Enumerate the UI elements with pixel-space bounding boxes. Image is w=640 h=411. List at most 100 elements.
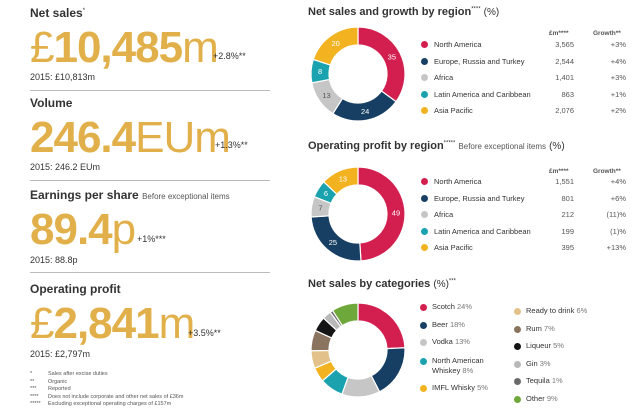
legend-value-growth: (1)% — [610, 226, 626, 236]
legend-value-gbp: 3,565 — [555, 40, 574, 49]
legend-label: Tequila 1% — [526, 376, 563, 385]
legend-value-growth: +6% — [610, 193, 626, 203]
legend-percent: 7% — [543, 323, 555, 333]
legend-value-gbp: 212 — [561, 210, 574, 219]
legend-dot — [514, 343, 521, 350]
legend-value-growth: +3% — [610, 40, 626, 49]
kpi-value: £2,841m — [30, 299, 195, 348]
legend-dot — [421, 107, 428, 114]
section-title-op-profit-region: Operating profit by region***** Before e… — [308, 140, 565, 152]
legend-value-growth: +4% — [610, 56, 626, 66]
legend-label: Asia Pacific — [434, 106, 473, 115]
legend-label: Latin America and Caribbean — [434, 226, 531, 236]
legend-percent: 6% — [576, 306, 588, 315]
legend-dot — [514, 308, 521, 315]
legend-value-growth: +1% — [610, 89, 626, 99]
legend-label: Asia Pacific — [434, 243, 473, 252]
legend-dot — [420, 385, 427, 392]
legend-value-gbp: 199 — [561, 226, 574, 236]
kpi-prior: 2015: 88.8p — [30, 255, 78, 265]
pie-slice-north-america — [357, 166, 406, 262]
kpi-value: 89.4p — [30, 205, 136, 254]
legend-label: Europe, Russia and Turkey — [434, 193, 525, 203]
kpi-operating-profit: Operating profit £2,841m +3.5%** 2015: £… — [30, 282, 270, 370]
legend-value-gbp: 395 — [561, 243, 574, 252]
legend-value-gbp: 801 — [561, 193, 574, 203]
legend-percent: 13% — [454, 337, 470, 346]
footnote: *** Reported — [30, 386, 71, 392]
kpi-prior: 2015: £10,813m — [30, 72, 96, 82]
legend-value-growth: +3% — [610, 73, 626, 82]
legend-label: IMFL Whisky 5% — [432, 383, 488, 392]
legend-value-growth: +13% — [606, 243, 626, 252]
legend-value-gbp: 863 — [561, 89, 574, 99]
col-header-gbp: £m**** — [549, 30, 569, 37]
legend-label: Latin America and Caribbean — [434, 89, 531, 99]
legend-row: Asia Pacific 395 +13% — [421, 241, 636, 255]
slice-value-label: 8 — [318, 67, 322, 76]
kpi-label-suffix: * — [82, 8, 86, 14]
legend-dot — [421, 41, 428, 48]
legend-dot — [421, 57, 428, 65]
legend-row: Europe, Russia and Turkey 2,544 +4% — [421, 55, 636, 69]
pie-slice-other — [331, 302, 359, 327]
kpi-label: Earnings per share — [30, 188, 139, 202]
kpi-label: Volume — [30, 96, 73, 110]
kpi-value: 246.4EUm — [30, 113, 231, 162]
footnotes: * Sales after excise duties ** Organic ***… — [30, 371, 183, 409]
divider — [30, 180, 270, 181]
pie-slice-asia-pacific — [312, 26, 359, 66]
footnote: ** Organic — [30, 378, 68, 385]
net-sales-region-donut: 35 24 13 8 20 — [310, 26, 406, 122]
legend-row: North America 1,551 +4% — [421, 175, 636, 189]
footnote: * Sales after excise duties — [30, 371, 108, 377]
col-header-growth: Growth** — [593, 168, 621, 175]
slice-value-label: 24 — [361, 107, 369, 116]
legend-percent: 8% — [462, 366, 474, 375]
legend-label: Scotch 24% — [432, 302, 473, 311]
legend-label: Other 9% — [526, 393, 558, 403]
slice-value-label: 6 — [324, 189, 328, 198]
legend-label: Vodka 13% — [432, 337, 470, 346]
col-header-growth: Growth** — [593, 30, 621, 37]
kpi-label: Operating profit — [30, 282, 121, 296]
kpi-column: Net sales* £10,485m +2.8%** 2015: £10,81… — [30, 0, 270, 411]
legend-label: Beer 18% — [432, 320, 465, 329]
categories-donut — [310, 302, 406, 398]
slice-value-label: 25 — [329, 238, 337, 247]
legend-dot — [514, 395, 521, 403]
legend-percent: 3% — [539, 358, 551, 368]
legend-dot — [514, 378, 521, 385]
legend-row: Africa 212 (11)% — [421, 208, 636, 222]
legend-value-gbp: 2,076 — [555, 106, 574, 115]
legend-dot — [421, 194, 428, 202]
legend-dot — [421, 90, 428, 98]
legend-dot — [421, 211, 428, 218]
kpi-change: +2.8%** — [213, 51, 246, 61]
legend-row: Latin America and Caribbean 199 (1)% — [421, 225, 636, 239]
legend-row: Asia Pacific 2,076 +2% — [421, 104, 636, 118]
legend-row: Europe, Russia and Turkey 801 +6% — [421, 192, 636, 206]
kpi-change: +3.5%** — [188, 328, 221, 338]
legend-dot — [421, 178, 428, 185]
legend-dot — [420, 322, 427, 329]
slice-value-label: 13 — [339, 175, 347, 184]
legend-label: North America — [434, 177, 482, 186]
legend-label: North American Whiskey 8% — [432, 356, 484, 375]
legend-dot — [420, 339, 427, 346]
pie-slice-scotch — [357, 302, 406, 350]
kpi-eps: Earnings per share Before exceptional it… — [30, 188, 270, 276]
legend-value-gbp: 2,544 — [555, 56, 574, 66]
legend-value-growth: (11)% — [606, 210, 626, 219]
col-header-gbp: £m**** — [549, 168, 569, 175]
legend-row: Africa 1,401 +3% — [421, 71, 636, 85]
charts-column: Net sales and growth by region**** (%) 3… — [308, 0, 640, 411]
section-title-net-sales-region: Net sales and growth by region**** (%) — [308, 6, 500, 18]
legend-row: Latin America and Caribbean 863 +1% — [421, 88, 636, 102]
legend-dot — [514, 325, 521, 333]
legend-label: North America — [434, 40, 482, 49]
legend-label: Ready to drink 6% — [526, 306, 588, 315]
legend-percent: 5% — [477, 383, 488, 392]
divider — [30, 272, 270, 273]
legend-percent: 9% — [546, 393, 558, 403]
